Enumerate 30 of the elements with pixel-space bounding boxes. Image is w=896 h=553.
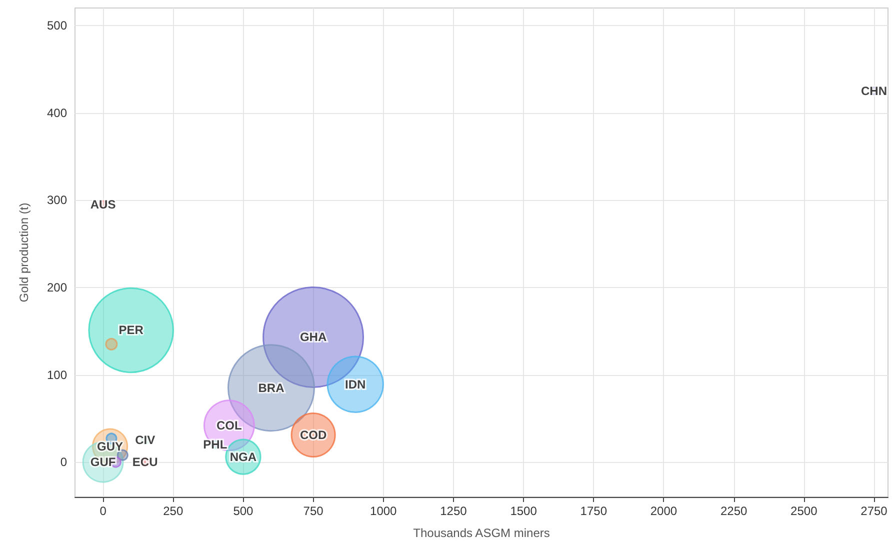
data-label: CIV: [135, 433, 156, 448]
x-tick-label: 1750: [580, 504, 608, 518]
x-tick-label: 2250: [720, 504, 748, 518]
y-tick-label: 100: [46, 368, 68, 382]
x-axis-title: Thousands ASGM miners: [413, 526, 550, 540]
y-tick-label: 300: [46, 193, 68, 208]
x-tick-label: 250: [163, 504, 184, 518]
x-tick-label: 1000: [370, 504, 398, 518]
x-tick-label: 2500: [790, 504, 818, 518]
data-label: PER: [118, 323, 144, 338]
data-label: PHL: [203, 438, 228, 452]
data-label: COL: [216, 418, 242, 432]
x-tick-label: 0: [100, 504, 107, 518]
data-label: BRA: [258, 380, 285, 395]
x-tick-label: 750: [303, 504, 324, 518]
data-label: COD: [300, 428, 327, 442]
x-tick-label: 2000: [650, 504, 678, 518]
y-tick-label: 500: [46, 18, 68, 32]
x-tick-label: 1500: [510, 504, 538, 518]
x-tick-label: 500: [233, 504, 254, 518]
data-label: NGA: [230, 450, 257, 464]
y-tick-label: 0: [60, 455, 68, 470]
y-axis-title: Gold production (t): [17, 202, 31, 302]
data-label: GUY: [97, 439, 124, 454]
x-tick-label: 1250: [440, 504, 468, 518]
x-tick-label: 2750: [860, 504, 888, 518]
y-tick-label: 400: [46, 106, 68, 120]
data-label: GHA: [300, 330, 327, 344]
data-label: IDN: [345, 377, 366, 392]
y-tick-label: 200: [46, 280, 68, 294]
